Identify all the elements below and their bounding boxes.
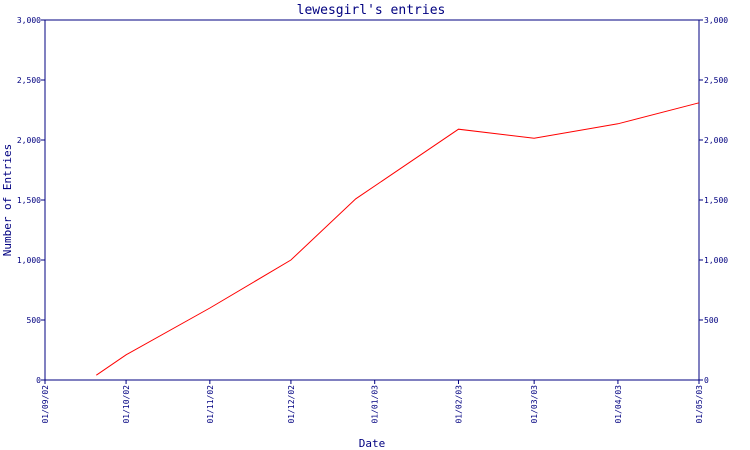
- chart-title: lewesgirl's entries: [297, 3, 446, 18]
- y-tick-label-right: 2,000: [704, 136, 728, 145]
- x-tick-label: 01/11/02: [206, 385, 215, 424]
- series-layer: [96, 102, 700, 376]
- x-axis-label: Date: [359, 437, 386, 450]
- x-tick-label: 01/09/02: [41, 385, 50, 424]
- y-tick-label-right: 500: [704, 316, 719, 325]
- y-tick-label-right: 0: [704, 376, 709, 385]
- y-tick-label-right: 2,500: [704, 76, 728, 85]
- y-ticks: 0 0 500 500 1,000 1,000 1,500 1,500 2,000 2,000 2,…: [17, 16, 728, 385]
- x-tick-label: 01/02/03: [454, 385, 463, 424]
- x-tick-label: 01/12/02: [287, 385, 296, 424]
- x-tick-label: 01/01/03: [371, 385, 380, 424]
- y-tick-label-right: 1,500: [704, 196, 728, 205]
- y-axis-label: Number of Entries: [1, 144, 14, 257]
- x-tick-label: 01/04/03: [614, 385, 623, 424]
- y-tick-label-right: 3,000: [704, 16, 728, 25]
- plot-frame: [44, 19, 700, 381]
- series-line: [96, 102, 700, 376]
- x-tick-label: 01/03/03: [530, 385, 539, 424]
- y-tick-label-left: 1,500: [17, 196, 41, 205]
- y-tick-label-right: 1,000: [704, 256, 728, 265]
- x-tick-label: 01/10/02: [122, 385, 131, 424]
- y-tick-label-left: 0: [36, 376, 41, 385]
- x-ticks: 01/09/02 01/10/02 01/11/02 01/12/02 01/01/03…: [41, 380, 704, 424]
- y-tick-label-left: 500: [27, 316, 42, 325]
- x-tick-label: 01/05/03: [695, 385, 704, 424]
- y-tick-label-left: 2,500: [17, 76, 41, 85]
- y-tick-label-left: 1,000: [17, 256, 41, 265]
- y-tick-label-left: 3,000: [17, 16, 41, 25]
- y-tick-label-left: 2,000: [17, 136, 41, 145]
